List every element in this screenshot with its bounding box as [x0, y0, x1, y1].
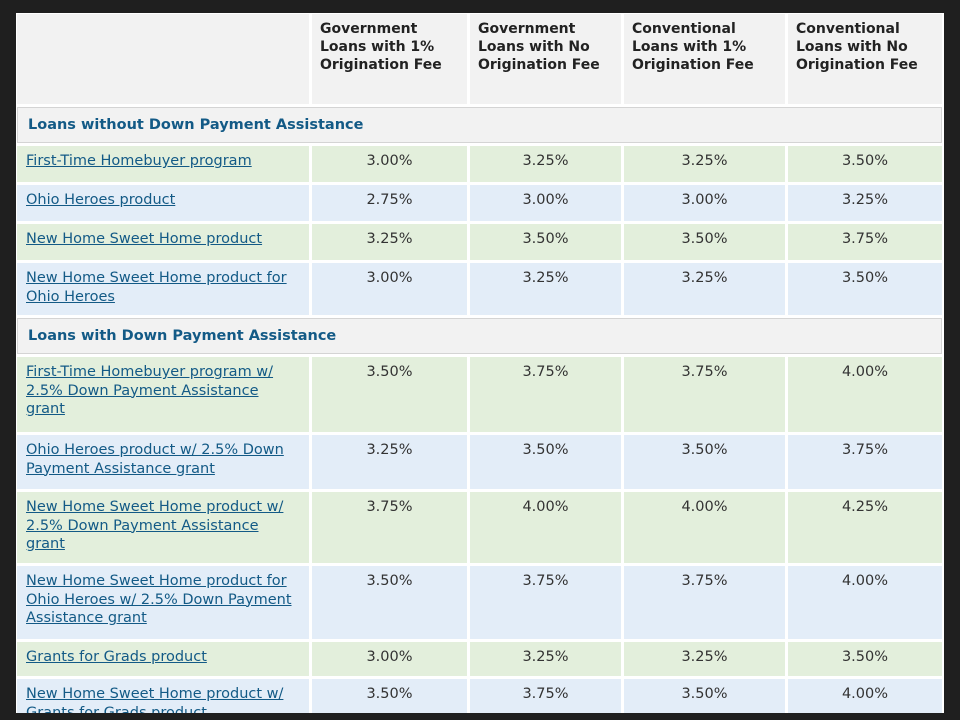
rate-cell: 3.50%	[624, 435, 785, 489]
rate-cell: 3.75%	[470, 679, 621, 713]
product-link[interactable]: New Home Sweet Home product w/ Grants fo…	[26, 686, 284, 713]
table-row: New Home Sweet Home product 3.25% 3.50% 3.5…	[17, 224, 942, 260]
section-header-row: Loans without Down Payment Assistance	[17, 107, 942, 143]
rate-cell: 4.00%	[788, 566, 942, 639]
section-title: Loans with Down Payment Assistance	[17, 318, 942, 354]
product-name-cell: Ohio Heroes product w/ 2.5% Down Payment…	[17, 435, 309, 489]
product-name-cell: Ohio Heroes product	[17, 185, 309, 221]
rate-cell: 2.75%	[312, 185, 467, 221]
rate-cell: 3.75%	[312, 492, 467, 563]
product-name-cell: Grants for Grads product	[17, 642, 309, 676]
table-row: Grants for Grads product 3.00% 3.25% 3.25% 3…	[17, 642, 942, 676]
product-link[interactable]: Ohio Heroes product	[26, 192, 176, 208]
rate-cell: 4.00%	[624, 492, 785, 563]
product-name-cell: New Home Sweet Home product for Ohio Her…	[17, 263, 309, 315]
rate-cell: 3.25%	[470, 146, 621, 182]
section-header-row: Loans with Down Payment Assistance	[17, 318, 942, 354]
product-name-cell: New Home Sweet Home product	[17, 224, 309, 260]
rate-cell: 3.50%	[788, 263, 942, 315]
product-name-cell: New Home Sweet Home product w/ Grants fo…	[17, 679, 309, 713]
rate-cell: 3.50%	[624, 679, 785, 713]
rate-cell: 3.75%	[788, 224, 942, 260]
column-header: Conventional Loans with No Origination F…	[788, 14, 942, 104]
product-name-cell: New Home Sweet Home product w/ 2.5% Down…	[17, 492, 309, 563]
product-link[interactable]: New Home Sweet Home product w/ 2.5% Down…	[26, 499, 284, 552]
rate-cell: 3.50%	[624, 224, 785, 260]
product-link[interactable]: Grants for Grads product	[26, 649, 207, 665]
product-name-cell: First-Time Homebuyer program	[17, 146, 309, 182]
rate-cell: 3.00%	[624, 185, 785, 221]
rate-cell: 3.75%	[470, 566, 621, 639]
rate-cell: 3.50%	[312, 357, 467, 432]
rate-cell: 3.50%	[470, 435, 621, 489]
rate-cell: 3.25%	[312, 435, 467, 489]
rate-cell: 4.00%	[470, 492, 621, 563]
table-row: New Home Sweet Home product w/ 2.5% Down…	[17, 492, 942, 563]
rate-cell: 3.50%	[788, 642, 942, 676]
product-link[interactable]: First-Time Homebuyer program w/ 2.5% Dow…	[26, 364, 274, 417]
table-row: New Home Sweet Home product for Ohio Her…	[17, 263, 942, 315]
rate-cell: 4.00%	[788, 357, 942, 432]
rate-cell: 3.25%	[624, 642, 785, 676]
product-link[interactable]: Ohio Heroes product w/ 2.5% Down Payment…	[26, 442, 284, 477]
product-link[interactable]: First-Time Homebuyer program	[26, 153, 252, 169]
interest-rates-table: Government Loans with 1% Origination Fee…	[16, 13, 944, 713]
header-corner-cell	[17, 14, 309, 104]
table-row: New Home Sweet Home product w/ Grants fo…	[17, 679, 942, 713]
rate-cell: 3.00%	[312, 642, 467, 676]
rates-table-container: Government Loans with 1% Origination Fee…	[16, 13, 944, 713]
rate-cell: 3.50%	[788, 146, 942, 182]
rate-cell: 3.25%	[470, 263, 621, 315]
rate-cell: 3.50%	[470, 224, 621, 260]
rate-cell: 3.75%	[470, 357, 621, 432]
rate-cell: 3.00%	[470, 185, 621, 221]
table-row: Ohio Heroes product w/ 2.5% Down Payment…	[17, 435, 942, 489]
table-row: New Home Sweet Home product for Ohio Her…	[17, 566, 942, 639]
product-link[interactable]: New Home Sweet Home product	[26, 231, 263, 247]
rate-cell: 3.25%	[788, 185, 942, 221]
rate-cell: 3.75%	[624, 566, 785, 639]
rate-cell: 3.00%	[312, 263, 467, 315]
table-header-row: Government Loans with 1% Origination Fee…	[17, 14, 942, 104]
section-title: Loans without Down Payment Assistance	[17, 107, 942, 143]
column-header: Government Loans with No Origination Fee	[470, 14, 621, 104]
rate-cell: 4.00%	[788, 679, 942, 713]
rate-cell: 3.50%	[312, 679, 467, 713]
rate-cell: 3.75%	[624, 357, 785, 432]
product-link[interactable]: New Home Sweet Home product for Ohio Her…	[26, 270, 287, 305]
table-body: Loans without Down Payment Assistance Fir…	[17, 107, 942, 713]
product-name-cell: New Home Sweet Home product for Ohio Her…	[17, 566, 309, 639]
column-header: Government Loans with 1% Origination Fee	[312, 14, 467, 104]
table-row: First-Time Homebuyer program 3.00% 3.25% 3.…	[17, 146, 942, 182]
column-header: Conventional Loans with 1% Origination F…	[624, 14, 785, 104]
rate-cell: 3.50%	[312, 566, 467, 639]
rate-cell: 3.25%	[624, 263, 785, 315]
rate-cell: 3.75%	[788, 435, 942, 489]
table-row: Ohio Heroes product 2.75% 3.00% 3.00% 3.25%	[17, 185, 942, 221]
rate-cell: 3.25%	[470, 642, 621, 676]
product-link[interactable]: New Home Sweet Home product for Ohio Her…	[26, 573, 292, 626]
rate-cell: 4.25%	[788, 492, 942, 563]
table-row: First-Time Homebuyer program w/ 2.5% Dow…	[17, 357, 942, 432]
rate-cell: 3.25%	[624, 146, 785, 182]
rate-cell: 3.00%	[312, 146, 467, 182]
product-name-cell: First-Time Homebuyer program w/ 2.5% Dow…	[17, 357, 309, 432]
rate-cell: 3.25%	[312, 224, 467, 260]
